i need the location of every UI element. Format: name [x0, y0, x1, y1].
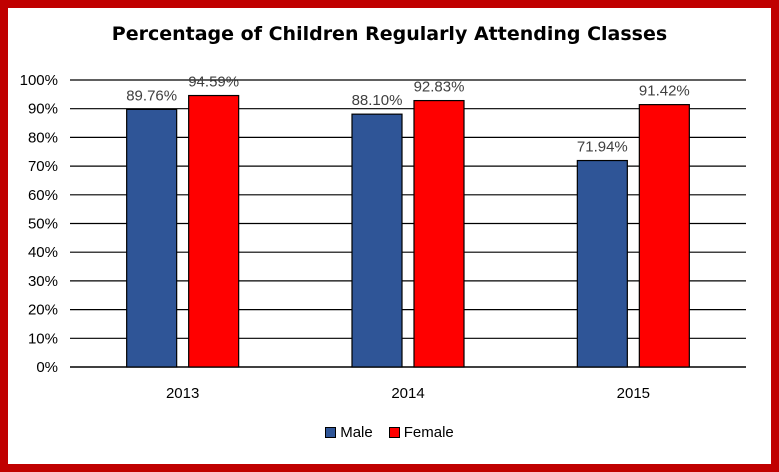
y-tick-label: 30% [28, 273, 58, 290]
bar-male-2015 [576, 159, 628, 368]
chart-title: Percentage of Children Regularly Attendi… [111, 23, 668, 45]
legend-swatch-male [325, 427, 337, 438]
y-tick-label: 90% [28, 101, 58, 118]
x-tick-label: 2014 [391, 385, 424, 402]
legend-label-female: Female [403, 424, 454, 441]
data-label-female-2015: 91.42% [639, 83, 690, 100]
bar-female-2015 [638, 104, 690, 368]
data-label-male-2013: 89.76% [126, 87, 177, 104]
data-label-female-2013: 94.59% [188, 74, 239, 91]
data-label-male-2015: 71.94% [577, 139, 628, 156]
legend: Male Female [0, 424, 779, 441]
bars [126, 94, 690, 368]
y-tick-label: 50% [28, 216, 58, 233]
bar-female-2013 [188, 94, 240, 368]
y-tick-label: 10% [28, 330, 58, 347]
bar-female-2014 [413, 99, 465, 368]
y-tick-label: 40% [28, 244, 58, 261]
y-axis-ticks: 0% 10% 20% 30% 40% 50% 60% 70% 80% 90% 100% [20, 72, 58, 376]
data-labels: 89.76% 94.59% 88.10% 92.83% 71.94% 91.42% [126, 74, 690, 156]
x-tick-label: 2013 [166, 385, 199, 402]
y-tick-label: 0% [36, 359, 58, 376]
legend-label-male: Male [340, 424, 373, 441]
y-tick-label: 100% [20, 72, 58, 89]
legend-item-male: Male [325, 424, 373, 441]
y-tick-label: 70% [28, 158, 58, 175]
bar-male-2014 [351, 113, 403, 368]
y-tick-label: 80% [28, 129, 58, 146]
y-tick-label: 60% [28, 187, 58, 204]
data-label-female-2014: 92.83% [414, 79, 465, 96]
data-label-male-2014: 88.10% [352, 92, 403, 109]
y-tick-label: 20% [28, 302, 58, 319]
legend-item-female: Female [388, 424, 454, 441]
gridlines [70, 79, 746, 368]
bar-male-2013 [126, 108, 178, 368]
x-tick-label: 2015 [617, 385, 650, 402]
x-axis-ticks: 2013 2014 2015 [166, 385, 650, 402]
legend-swatch-female [388, 427, 400, 438]
